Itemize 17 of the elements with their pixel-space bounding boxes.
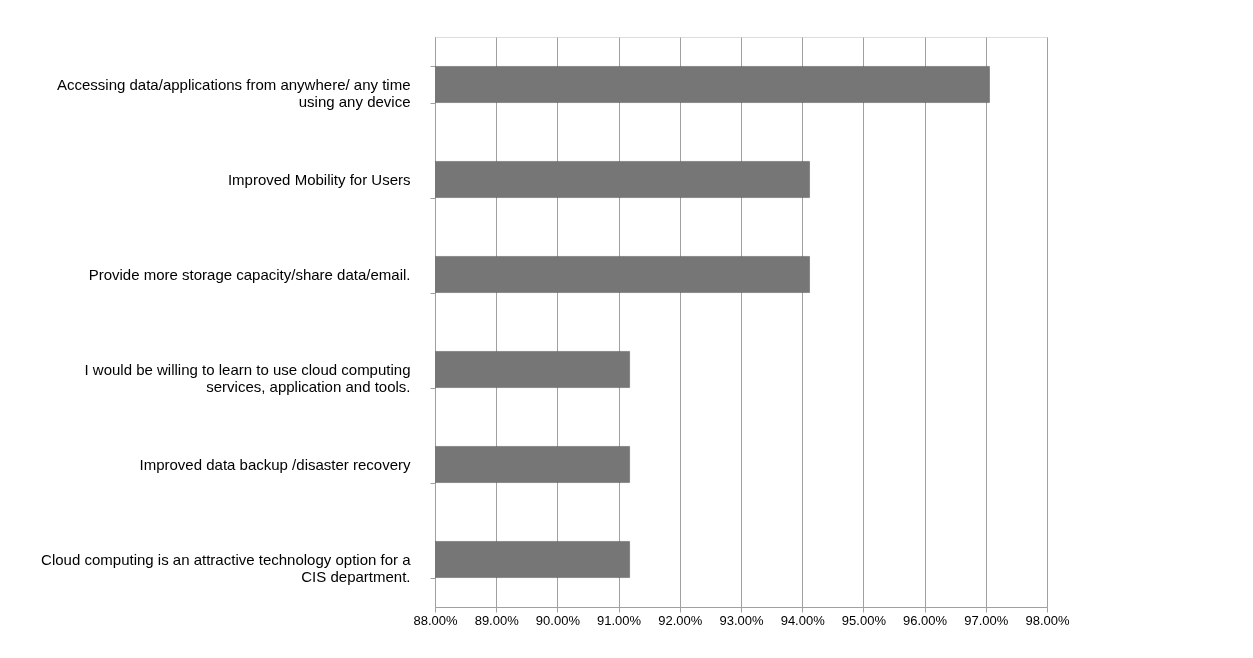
x-tick-label: 88.00%: [413, 612, 458, 628]
x-tick-label: 89.00%: [474, 612, 520, 628]
x-tick-label: 96.00%: [903, 612, 948, 628]
y-tick-label: Improved Mobility for Users: [227, 171, 411, 188]
y-tick-label: Cloud computing is an attractive technology option for a CIS department.: [41, 551, 412, 585]
x-tick-label: 95.00%: [841, 612, 887, 628]
x-tick-label: 90.00%: [535, 612, 581, 628]
y-tick-label: Improved data backup /disaster recovery: [139, 456, 411, 473]
x-tick-label: 94.00%: [780, 612, 826, 628]
x-tick-label: 92.00%: [658, 612, 703, 628]
x-tick-label: 91.00%: [597, 612, 642, 628]
y-tick-label: Accessing data/applications from anywhere/ any time using any device: [56, 76, 411, 110]
x-tick-label: 97.00%: [964, 612, 1009, 628]
x-tick-label: 98.00%: [1025, 612, 1070, 628]
x-tick-label: 93.00%: [719, 612, 764, 628]
y-tick-label: Provide more storage capacity/share data/email.: [88, 266, 411, 283]
y-tick-label: I would be willing to learn to use cloud computing services, application and tools.: [84, 361, 411, 395]
